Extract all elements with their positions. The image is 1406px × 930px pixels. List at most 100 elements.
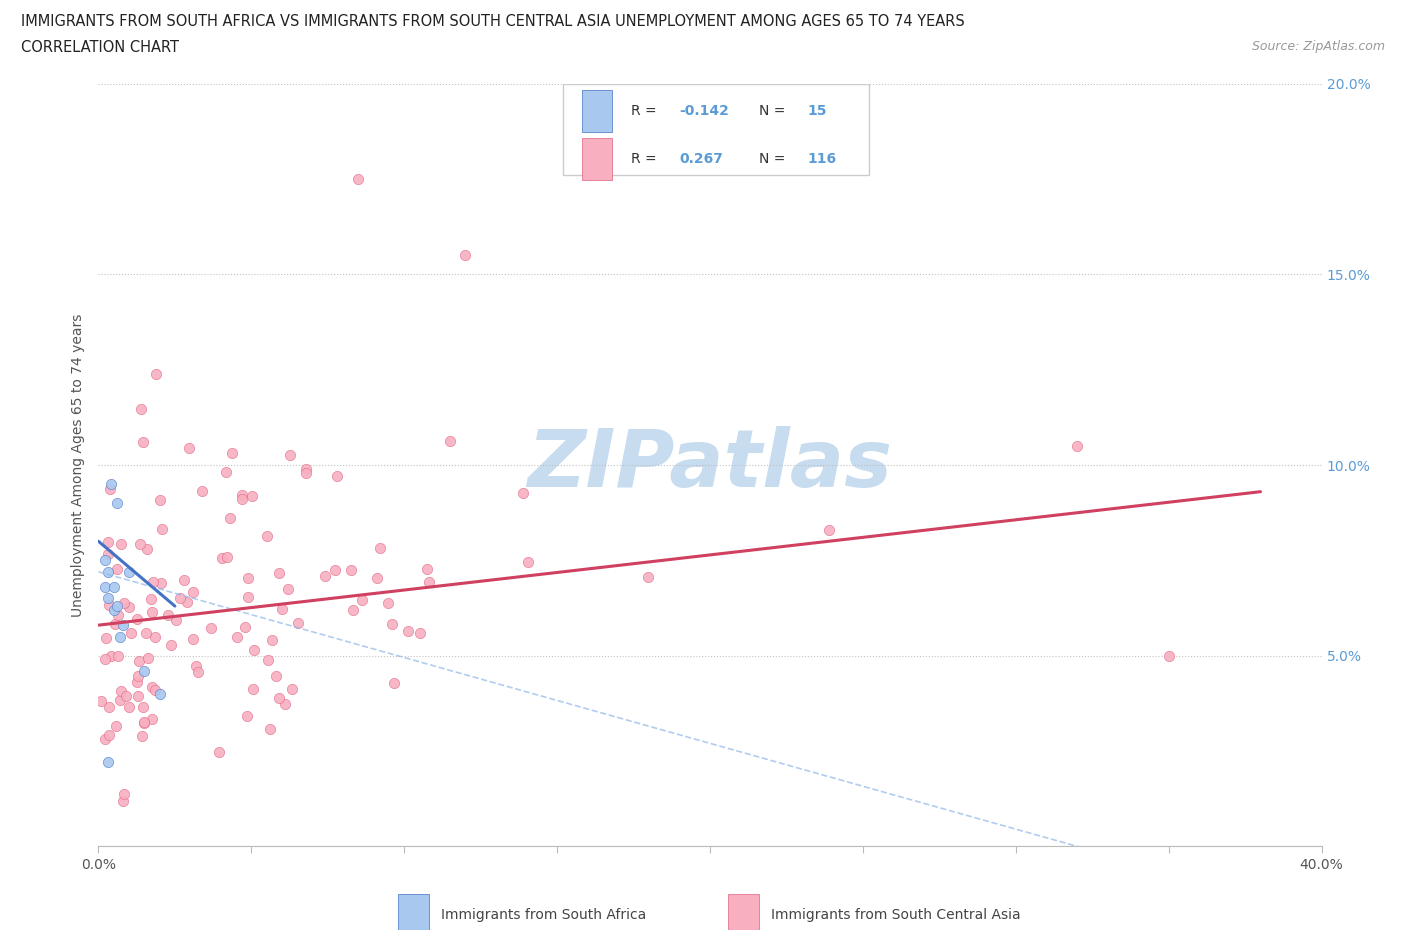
Point bbox=[278, 448, 301, 463]
Point bbox=[141, 711, 163, 726]
Point bbox=[215, 465, 238, 480]
Point bbox=[325, 468, 347, 483]
Point bbox=[517, 554, 540, 569]
Point bbox=[409, 626, 432, 641]
Point bbox=[160, 638, 183, 653]
Point bbox=[94, 732, 117, 747]
Point bbox=[97, 728, 120, 743]
Point bbox=[271, 602, 294, 617]
Point bbox=[127, 669, 149, 684]
Point bbox=[150, 521, 173, 536]
Text: R =: R = bbox=[630, 152, 661, 166]
Point bbox=[1066, 439, 1088, 454]
Point bbox=[129, 402, 152, 417]
Point bbox=[103, 579, 125, 594]
Point bbox=[295, 466, 318, 481]
Point bbox=[125, 612, 148, 627]
Point bbox=[637, 569, 659, 584]
Point bbox=[454, 248, 477, 263]
Point bbox=[97, 755, 120, 770]
Point bbox=[269, 565, 291, 580]
Point bbox=[90, 693, 112, 708]
Point bbox=[105, 562, 128, 577]
Point bbox=[129, 537, 152, 551]
Bar bbox=[582, 90, 612, 132]
Point bbox=[231, 492, 253, 507]
Point bbox=[132, 715, 155, 730]
Point bbox=[366, 571, 388, 586]
Point bbox=[323, 563, 346, 578]
Point bbox=[108, 693, 131, 708]
Point bbox=[142, 574, 165, 589]
Point bbox=[141, 680, 163, 695]
Point bbox=[136, 650, 159, 665]
Point bbox=[97, 534, 120, 549]
Point bbox=[377, 595, 399, 610]
Point bbox=[240, 488, 263, 503]
Point bbox=[134, 715, 156, 730]
Point bbox=[191, 484, 214, 498]
Text: IMMIGRANTS FROM SOUTH AFRICA VS IMMIGRANTS FROM SOUTH CENTRAL ASIA UNEMPLOYMENT : IMMIGRANTS FROM SOUTH AFRICA VS IMMIGRAN… bbox=[21, 14, 965, 29]
Point bbox=[105, 719, 128, 734]
Bar bbox=[728, 894, 759, 930]
Point bbox=[415, 562, 437, 577]
Point bbox=[184, 658, 207, 673]
Point bbox=[368, 541, 391, 556]
Point bbox=[112, 595, 135, 610]
Point bbox=[139, 591, 162, 606]
Point bbox=[100, 477, 122, 492]
Point bbox=[94, 631, 117, 645]
Point bbox=[287, 616, 309, 631]
Point bbox=[135, 626, 157, 641]
Point bbox=[187, 665, 209, 680]
Text: N =: N = bbox=[759, 104, 790, 118]
Point bbox=[512, 486, 534, 501]
Point bbox=[145, 366, 167, 381]
Point bbox=[314, 568, 336, 583]
Point bbox=[340, 563, 363, 578]
Point bbox=[110, 537, 132, 551]
Point bbox=[149, 686, 172, 701]
Point bbox=[264, 669, 287, 684]
Point bbox=[236, 708, 259, 723]
Point bbox=[352, 592, 374, 607]
Point bbox=[156, 607, 179, 622]
Point bbox=[257, 652, 280, 667]
Bar bbox=[582, 138, 612, 179]
Point bbox=[115, 688, 138, 703]
Point bbox=[238, 571, 260, 586]
Point bbox=[131, 434, 153, 449]
Point bbox=[347, 172, 370, 187]
Point bbox=[141, 604, 163, 619]
Point bbox=[93, 579, 115, 594]
Point bbox=[108, 630, 131, 644]
Point bbox=[98, 482, 121, 497]
Text: N =: N = bbox=[759, 152, 790, 166]
Point bbox=[176, 594, 198, 609]
Point bbox=[93, 652, 115, 667]
Point bbox=[221, 445, 243, 460]
Point bbox=[105, 599, 128, 614]
Point bbox=[269, 690, 291, 705]
Point bbox=[211, 551, 233, 565]
Text: Immigrants from South Central Asia: Immigrants from South Central Asia bbox=[772, 908, 1021, 922]
Point bbox=[181, 631, 204, 646]
Point bbox=[295, 462, 318, 477]
Point bbox=[125, 674, 148, 689]
Point bbox=[107, 648, 129, 663]
Text: Immigrants from South Africa: Immigrants from South Africa bbox=[441, 908, 647, 922]
Bar bbox=[398, 894, 429, 930]
Point bbox=[93, 553, 115, 568]
Point bbox=[236, 590, 259, 604]
Point bbox=[112, 787, 135, 802]
Point bbox=[103, 603, 125, 618]
Point bbox=[262, 633, 284, 648]
Point bbox=[217, 550, 239, 565]
Point bbox=[256, 528, 278, 543]
Point bbox=[143, 630, 166, 644]
Point bbox=[117, 600, 139, 615]
Text: CORRELATION CHART: CORRELATION CHART bbox=[21, 40, 179, 55]
Point bbox=[145, 683, 167, 698]
Point bbox=[200, 620, 222, 635]
Text: R =: R = bbox=[630, 104, 661, 118]
